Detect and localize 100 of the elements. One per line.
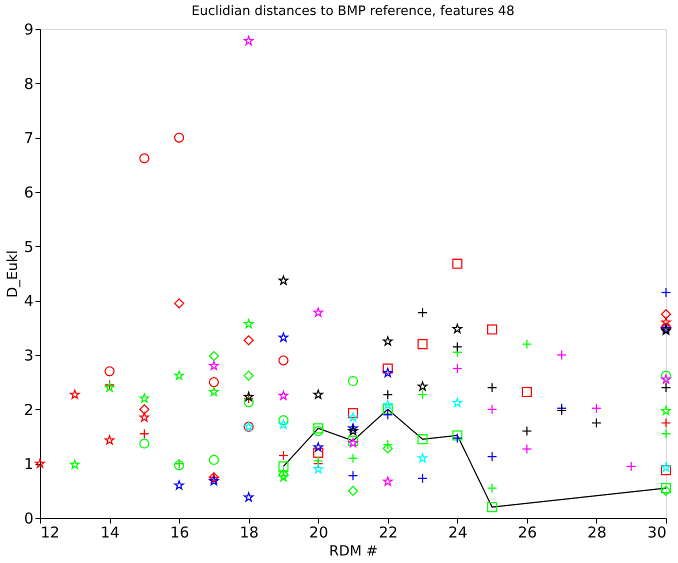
- point: [244, 36, 254, 46]
- point: [660, 483, 672, 494]
- point: [417, 434, 428, 444]
- point: [452, 364, 462, 374]
- point: [418, 381, 428, 391]
- point: [313, 390, 324, 399]
- point: [452, 342, 462, 352]
- point: [278, 461, 289, 472]
- point: [209, 386, 219, 396]
- point: [417, 339, 428, 350]
- point: [244, 397, 254, 408]
- y-tick-label: 2: [24, 400, 34, 419]
- x-tick-label: 24: [448, 524, 468, 542]
- point: [244, 335, 254, 346]
- point: [382, 443, 393, 454]
- point: [174, 370, 184, 380]
- point: [382, 390, 393, 400]
- point: [660, 370, 672, 381]
- point: [487, 404, 498, 414]
- point: [313, 464, 324, 474]
- point: [208, 454, 219, 465]
- point: [452, 324, 462, 334]
- point: [348, 423, 358, 433]
- point: [313, 423, 324, 434]
- point: [70, 390, 80, 399]
- y-tick-label: 6: [24, 184, 34, 202]
- point: [244, 492, 254, 502]
- point: [660, 465, 672, 476]
- point: [209, 360, 219, 370]
- point: [522, 426, 532, 436]
- point: [174, 132, 184, 143]
- point: [660, 486, 672, 496]
- y-tick-label: 0: [24, 510, 34, 528]
- point: [278, 419, 288, 429]
- point: [556, 350, 567, 360]
- point: [348, 486, 358, 496]
- point: [139, 412, 150, 422]
- chart-title: Euclidian distances to BMP reference, features 48: [191, 4, 515, 19]
- point: [452, 430, 462, 440]
- point: [139, 153, 150, 164]
- point: [591, 403, 602, 414]
- x-tick-label: 12: [40, 524, 60, 542]
- point: [417, 308, 428, 318]
- point: [104, 382, 114, 392]
- x-tick-label: 20: [309, 524, 328, 542]
- point: [522, 386, 532, 398]
- point: [382, 364, 393, 374]
- point: [244, 370, 254, 381]
- point: [382, 476, 393, 486]
- point: [452, 258, 462, 269]
- point: [139, 404, 150, 414]
- point: [348, 376, 358, 386]
- point: [244, 318, 254, 328]
- point: [139, 438, 150, 449]
- point: [70, 460, 80, 469]
- point: [382, 404, 393, 414]
- point: [348, 426, 358, 436]
- point: [313, 442, 324, 452]
- y-tick-label: 7: [24, 129, 34, 148]
- point: [278, 355, 289, 366]
- point: [278, 390, 288, 400]
- x-tick-label: 18: [240, 524, 259, 542]
- y-tick-label: 9: [24, 20, 34, 38]
- x-tick-label: 16: [170, 524, 190, 542]
- y-tick-label: 3: [24, 346, 34, 364]
- point: [139, 393, 150, 403]
- point: [660, 382, 672, 393]
- point: [208, 351, 219, 362]
- point: [661, 317, 671, 327]
- point: [452, 398, 462, 408]
- point: [487, 382, 498, 393]
- point: [487, 452, 498, 462]
- point: [313, 308, 324, 317]
- x-tick-label: 28: [587, 524, 606, 542]
- point: [661, 406, 671, 416]
- point: [244, 392, 254, 402]
- point: [174, 480, 184, 490]
- point: [487, 502, 498, 512]
- point: [382, 368, 393, 378]
- x-tick-label: 22: [378, 524, 398, 542]
- point: [208, 377, 219, 388]
- point: [348, 408, 358, 418]
- x-tick-label: 26: [518, 524, 537, 542]
- y-tick-label: 4: [24, 292, 34, 310]
- point: [348, 470, 358, 481]
- x-tick-label: 30: [647, 524, 666, 542]
- point: [660, 309, 672, 320]
- point: [278, 415, 289, 426]
- point: [661, 374, 671, 384]
- point: [278, 472, 288, 482]
- point: [313, 448, 324, 458]
- point: [382, 400, 393, 410]
- point: [278, 275, 288, 285]
- point: [278, 332, 288, 342]
- point: [661, 462, 671, 472]
- point: [487, 324, 498, 335]
- point: [417, 473, 428, 484]
- point: [174, 298, 184, 308]
- y-axis-title: D_Eukl: [4, 250, 21, 298]
- point: [313, 426, 324, 436]
